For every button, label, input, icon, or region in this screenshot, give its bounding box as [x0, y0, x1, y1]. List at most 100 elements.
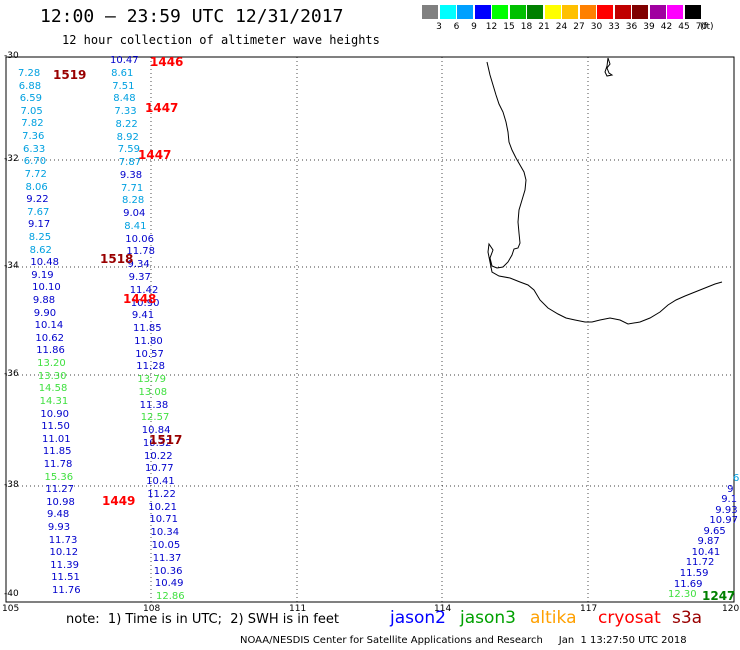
graticule-grid: [6, 57, 734, 602]
wave-height-value: 10.36: [153, 565, 183, 577]
wave-height-value: 13.30: [37, 370, 67, 382]
wave-height-value: 10.84: [141, 425, 171, 437]
wave-height-value: 8.28: [122, 195, 145, 207]
wave-height-value: 10.47: [110, 55, 139, 66]
wave-height-value: 7.59: [117, 144, 140, 156]
pass-time-label: 1449: [102, 494, 136, 508]
scale-label: 21: [538, 22, 550, 32]
scale-label: 18: [520, 22, 533, 32]
pass-time-label: 1447: [145, 101, 179, 115]
wave-height-value: 10.48: [30, 257, 60, 269]
wave-height-value: 11.51: [51, 572, 80, 584]
wave-height-value: 10.14: [34, 320, 64, 332]
wave-height-value: 11.59: [679, 567, 709, 579]
scale-swatch: [579, 5, 596, 19]
wave-height-value: 11.76: [52, 585, 81, 596]
scale-label: 45: [678, 22, 690, 32]
scale-swatch: [562, 5, 578, 19]
wave-height-value: 13.79: [137, 374, 167, 385]
scale-swatch: [422, 5, 438, 19]
pass-time-label: 1448: [123, 292, 157, 306]
wave-height-value: 11.01: [42, 433, 71, 445]
wave-height-value: 9.88: [32, 295, 56, 306]
wave-height-value: 8.22: [115, 118, 138, 130]
credit-line: NOAA/NESDIS Center for Satellite Applica…: [240, 635, 687, 646]
wave-height-value: 10.41: [146, 476, 175, 488]
wave-height-value: 9.41: [131, 310, 155, 322]
wave-height-value: 6.88: [18, 80, 42, 92]
wave-height-value: 10.22: [144, 450, 173, 462]
australia-coastline: [486, 61, 723, 325]
wave-height-value: 12.57: [140, 412, 170, 424]
wave-height-value: 6.59: [19, 93, 42, 105]
wave-height-value: 13.08: [138, 386, 168, 398]
scale-swatch: [597, 5, 613, 19]
wave-height-value: 7.05: [20, 105, 43, 117]
pass-time-label: 1446: [150, 55, 184, 69]
longitude-label: 108: [143, 604, 161, 614]
pass-time-label: 1517: [149, 433, 183, 447]
wave-height-value: 9.93: [47, 522, 71, 533]
wave-height-value: 7.33: [114, 106, 137, 117]
satellite-legend-cryosat: cryosat: [598, 608, 661, 628]
wave-height-value: 10.57: [135, 348, 164, 360]
wave-height-value: 13.20: [37, 358, 66, 369]
wave-height-value: 7.87: [118, 157, 142, 169]
wave-height-value: 9: [727, 483, 734, 495]
wave-height-value: 9.17: [28, 219, 51, 231]
scale-swatch: [544, 5, 561, 19]
wave-height-value: 6: [733, 473, 740, 484]
wave-height-value: 7.28: [18, 68, 41, 79]
scale-swatch: [527, 5, 543, 19]
scale-swatch: [632, 5, 648, 19]
wave-height-value: 11.80: [134, 335, 163, 347]
scale-unit-label: (ft): [700, 22, 714, 32]
wave-height-value: 10.90: [130, 297, 160, 309]
wave-height-value: 11.39: [50, 559, 79, 571]
wave-height-value: 8.62: [29, 244, 52, 256]
wave-height-value: 10.12: [49, 547, 79, 559]
scale-label: 27: [573, 22, 585, 32]
latitude-label: -38: [4, 480, 19, 490]
wave-height-value: 9.87: [697, 536, 720, 548]
wave-height-value: 11.73: [48, 534, 78, 546]
wave-height-value: 11.28: [136, 361, 165, 373]
scale-label: 6: [453, 22, 460, 32]
wave-height-value: 11.27: [45, 484, 75, 496]
wave-height-value: 11.78: [43, 458, 73, 470]
map-frame: [5, 56, 735, 603]
scale-label: 24: [555, 22, 568, 32]
scale-label: 36: [625, 22, 638, 32]
wave-height-value: 9.48: [47, 509, 70, 521]
wave-height-value: 9.65: [703, 525, 726, 537]
longitude-label: 111: [289, 604, 307, 614]
latitude-label: -34: [4, 261, 19, 271]
wave-height-value: 8.48: [113, 93, 136, 105]
wave-height-value: 7.82: [21, 118, 44, 130]
wave-height-value: 6.70: [23, 156, 47, 168]
scale-swatch: [457, 5, 473, 19]
scale-label: 39: [643, 22, 655, 32]
wave-height-value: 12.30: [668, 589, 697, 600]
wave-height-value: 11.86: [36, 345, 65, 357]
wave-height-value: 9.19: [31, 269, 54, 281]
wave-height-value: 9.34: [127, 259, 150, 271]
wave-height-value: 10.21: [148, 501, 177, 513]
pass-time-label: 1447: [138, 148, 172, 162]
satellite-legend-altika: altika: [530, 608, 577, 628]
latitude-label: -40: [4, 589, 19, 599]
longitude-label: 114: [434, 604, 452, 614]
scale-swatch: [474, 5, 491, 19]
scale-label: 15: [503, 22, 515, 32]
wave-height-value: 9.90: [33, 307, 57, 319]
scale-swatch: [667, 5, 683, 19]
wave-height-value: 10.41: [691, 546, 721, 558]
wave-height-value: 10.77: [145, 463, 174, 475]
wave-height-value: 10.32: [142, 437, 172, 449]
wave-height-value: 10.05: [151, 540, 181, 551]
satellite-legend-s3a: s3a: [672, 608, 703, 628]
pass-time-label: 1518: [100, 252, 134, 266]
satellite-legend-jason3: jason3: [460, 608, 516, 628]
map-subtitle: 12 hour collection of altimeter wave hei…: [62, 33, 380, 47]
